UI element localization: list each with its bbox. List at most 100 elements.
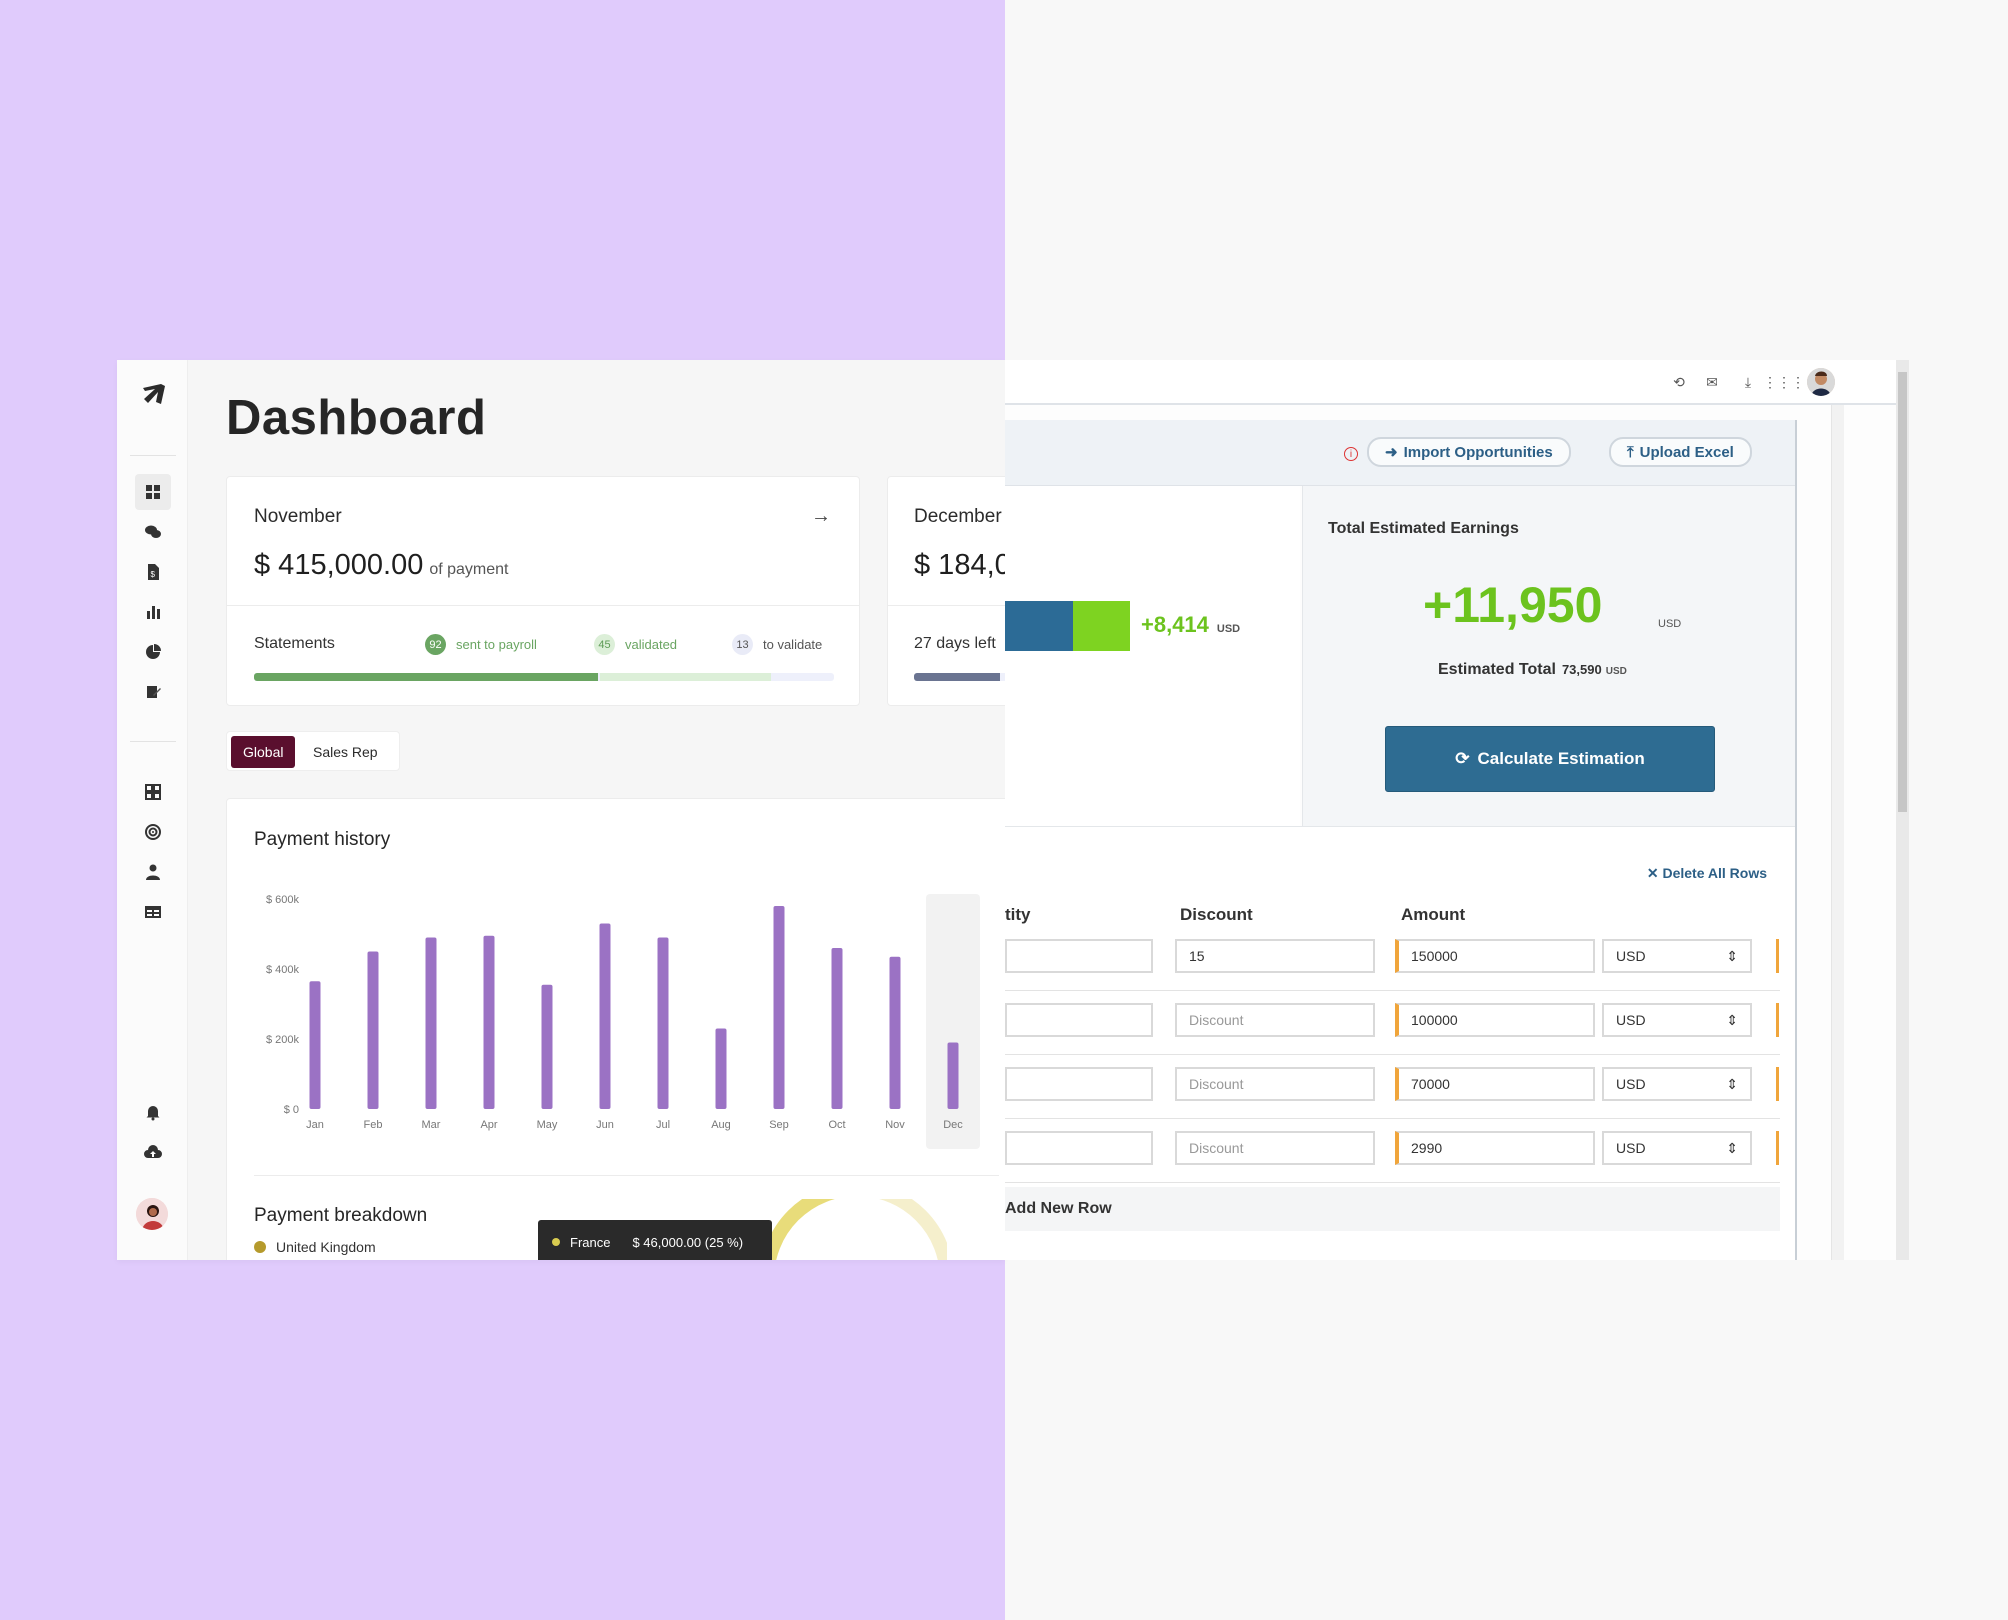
x-tick-label: Feb [364,1119,383,1131]
import-opportunities-button[interactable]: ➜ Import Opportunities [1367,437,1571,467]
chat-icon[interactable] [135,514,171,550]
current-earnings-bar [1005,601,1073,651]
bar-chart-icon[interactable] [135,594,171,630]
x-tick-label: Jun [596,1119,614,1131]
calculate-estimation-button[interactable]: ⟳ Calculate Estimation [1385,726,1715,792]
avatar[interactable] [136,1198,168,1230]
mail-icon[interactable]: ✉ [1706,373,1718,390]
bar-may[interactable] [541,984,553,1109]
x-tick-label: Mar [422,1119,441,1131]
discount-field[interactable]: Discount [1175,1003,1375,1037]
card-amount: $ 184,0 [914,549,1005,581]
bar-feb[interactable] [367,951,379,1110]
bar-apr[interactable] [483,935,495,1109]
document-icon[interactable]: $ [135,554,171,590]
y-tick-label: $ 0 [284,1104,299,1116]
discount-field[interactable]: Discount [1175,1131,1375,1165]
page-scrollbar[interactable] [1896,360,1909,1260]
target-icon[interactable] [135,814,171,850]
badge-to-validate: 13 to validate [732,634,822,655]
pie-chart-icon[interactable] [135,634,171,670]
y-tick-label: $ 200k [266,1034,300,1046]
bar-mar[interactable] [425,937,437,1110]
badge-validated: 45 validated [594,634,677,655]
add-new-row-button[interactable]: Add New Row [1005,1187,1780,1231]
quantity-field[interactable] [1005,1067,1153,1101]
x-tick-label: Oct [828,1119,845,1131]
amount-field[interactable]: 150000 [1395,939,1595,973]
payment-card-december[interactable]: December $ 184,0 27 days left [887,476,1005,706]
bar-nov[interactable] [889,956,901,1109]
page-title: Dashboard [226,391,487,445]
table-row: Discount 2990 USD ⇕ [1005,1119,1780,1183]
chart-divider [254,1175,999,1176]
statements-progress-bar [254,673,834,681]
sidebar: $ [117,360,188,1260]
top-bar: ⟲ ✉ ⤓ ⋮⋮⋮ [1005,360,1909,405]
x-tick-label: Jan [306,1119,324,1131]
amount-field[interactable]: 2990 [1395,1131,1595,1165]
y-tick-label: $ 600k [266,894,300,906]
select-arrows-icon: ⇕ [1726,1011,1738,1028]
panel-toolbar: i ➜ Import Opportunities ⤒ Upload Excel [1005,420,1795,486]
bar-oct[interactable] [831,948,843,1109]
download-icon[interactable]: ⤓ [1744,373,1752,390]
arrow-right-icon[interactable]: → [811,505,831,527]
bar-jun[interactable] [599,923,611,1110]
payment-card-november[interactable]: November → $ 415,000.00 of payment Statem… [226,476,860,706]
deals-table: ✕ Delete All Rows tity Discount Amount 1… [1005,826,1795,1260]
history-icon[interactable]: ⟲ [1673,373,1685,390]
bell-icon[interactable] [135,1094,171,1130]
card-amount: $ 415,000.00 of payment [254,549,509,581]
quantity-field[interactable] [1005,939,1153,973]
logo-icon[interactable] [137,378,171,412]
row-status-marker [1776,1003,1779,1037]
total-earnings-box: Total Estimated Earnings +11,950 USD Est… [1302,486,1795,826]
table-icon[interactable] [135,894,171,930]
currency-select[interactable]: USD ⇕ [1602,1003,1752,1037]
scrollbar-thumb[interactable] [1898,372,1907,812]
x-tick-label: Nov [885,1119,905,1131]
estimated-total: Estimated Total 73,590 USD [1438,661,1627,678]
month-progress-bar [914,673,1005,681]
estimated-earnings-value: +11,950 [1423,577,1603,633]
tab-global[interactable]: Global [231,736,296,768]
payment-history-chart: $ 0 $ 200k $ 400k $ 600k Jan Feb Mar Apr May Jun J… [266,894,980,1149]
bar-aug[interactable] [715,1028,727,1110]
user-icon[interactable] [135,854,171,890]
quantity-field[interactable] [1005,1003,1153,1037]
amount-field[interactable]: 70000 [1395,1067,1595,1101]
upload-excel-button[interactable]: ⤒ Upload Excel [1609,437,1752,467]
amount-field[interactable]: 100000 [1395,1003,1595,1037]
bar-sep[interactable] [773,906,785,1109]
delete-all-rows-link[interactable]: ✕ Delete All Rows [1646,865,1767,881]
apps-grid-icon[interactable]: ⋮⋮⋮ [1763,373,1805,390]
card-month: December [914,506,1002,527]
edit-document-icon[interactable] [135,674,171,710]
bar-jan[interactable] [309,981,321,1109]
days-left-label: 27 days left [914,635,996,652]
x-tick-label: Sep [769,1119,789,1131]
bar-dec[interactable] [947,1042,959,1110]
sign-in-icon: ➜ [1385,444,1398,461]
upload-cloud-icon[interactable] [135,1134,171,1170]
info-icon[interactable]: i [1344,447,1358,461]
payment-history-card: Payment history $ 0 $ 200k $ 400k $ 600k Jan… [226,798,1005,1260]
dashboard-icon[interactable] [135,474,171,510]
currency-select[interactable]: USD ⇕ [1602,1067,1752,1101]
discount-field[interactable]: 15 [1175,939,1375,973]
widgets-icon[interactable] [135,774,171,810]
x-tick-label: Aug [711,1119,731,1131]
currency-select[interactable]: USD ⇕ [1602,1131,1752,1165]
tab-sales-rep[interactable]: Sales Rep [313,744,378,760]
chart-tooltip: France $ 46,000.00 (25 %) [538,1220,772,1260]
quantity-field[interactable] [1005,1131,1153,1165]
table-row: Discount 70000 USD ⇕ [1005,1055,1780,1119]
discount-field[interactable]: Discount [1175,1067,1375,1101]
inner-scrollbar[interactable] [1831,405,1844,1260]
select-arrows-icon: ⇕ [1726,947,1738,964]
currency-select[interactable]: USD ⇕ [1602,939,1752,973]
bar-jul[interactable] [657,937,669,1110]
estimation-bar-area: +8,414 USD [1005,486,1300,826]
avatar[interactable] [1807,368,1835,396]
